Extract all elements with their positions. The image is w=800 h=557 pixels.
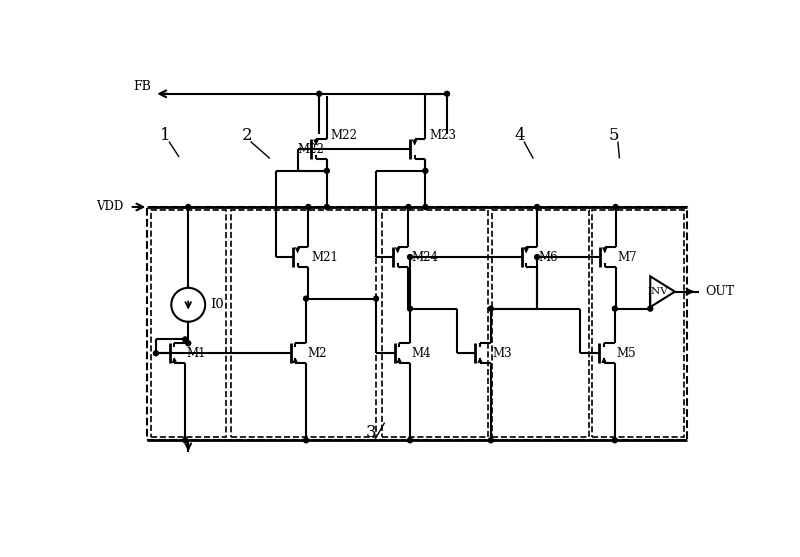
Text: M3: M3 xyxy=(492,347,512,360)
Circle shape xyxy=(171,288,205,322)
Circle shape xyxy=(488,438,494,443)
Text: I0: I0 xyxy=(210,298,223,311)
Text: FB: FB xyxy=(133,80,151,92)
Text: 5: 5 xyxy=(609,127,619,144)
Circle shape xyxy=(407,438,413,443)
Circle shape xyxy=(324,204,330,209)
Circle shape xyxy=(324,168,330,173)
Text: M24: M24 xyxy=(411,251,438,263)
Circle shape xyxy=(648,306,653,311)
Circle shape xyxy=(423,168,428,173)
Text: VDD: VDD xyxy=(96,201,123,213)
Circle shape xyxy=(303,296,309,301)
Circle shape xyxy=(534,204,539,209)
Text: M7: M7 xyxy=(617,251,637,263)
Text: M23: M23 xyxy=(430,129,456,142)
Circle shape xyxy=(407,306,413,311)
Circle shape xyxy=(445,91,450,96)
Text: M6: M6 xyxy=(538,251,558,263)
Circle shape xyxy=(612,438,618,443)
Text: INV: INV xyxy=(647,287,668,296)
Text: M5: M5 xyxy=(616,347,636,360)
Text: M22: M22 xyxy=(330,129,358,142)
Circle shape xyxy=(374,296,378,301)
Circle shape xyxy=(423,204,428,209)
Text: M1: M1 xyxy=(186,347,206,360)
Circle shape xyxy=(154,351,158,356)
Text: M4: M4 xyxy=(411,347,431,360)
Circle shape xyxy=(407,255,413,260)
Circle shape xyxy=(182,337,188,342)
Circle shape xyxy=(182,438,188,443)
Circle shape xyxy=(488,306,494,311)
Circle shape xyxy=(406,204,411,209)
Text: OUT: OUT xyxy=(705,285,734,298)
Text: 4: 4 xyxy=(514,127,526,144)
Circle shape xyxy=(613,204,618,209)
Text: M22: M22 xyxy=(298,143,325,156)
Polygon shape xyxy=(650,276,675,307)
Circle shape xyxy=(303,438,309,443)
Circle shape xyxy=(317,91,322,96)
Text: M2: M2 xyxy=(307,347,327,360)
Text: M21: M21 xyxy=(311,251,338,263)
Circle shape xyxy=(186,341,190,346)
Text: 3: 3 xyxy=(366,424,377,441)
Text: 1: 1 xyxy=(160,127,170,144)
Circle shape xyxy=(186,204,190,209)
Circle shape xyxy=(534,255,539,260)
Text: 2: 2 xyxy=(242,127,252,144)
Circle shape xyxy=(306,204,311,209)
Circle shape xyxy=(612,306,618,311)
